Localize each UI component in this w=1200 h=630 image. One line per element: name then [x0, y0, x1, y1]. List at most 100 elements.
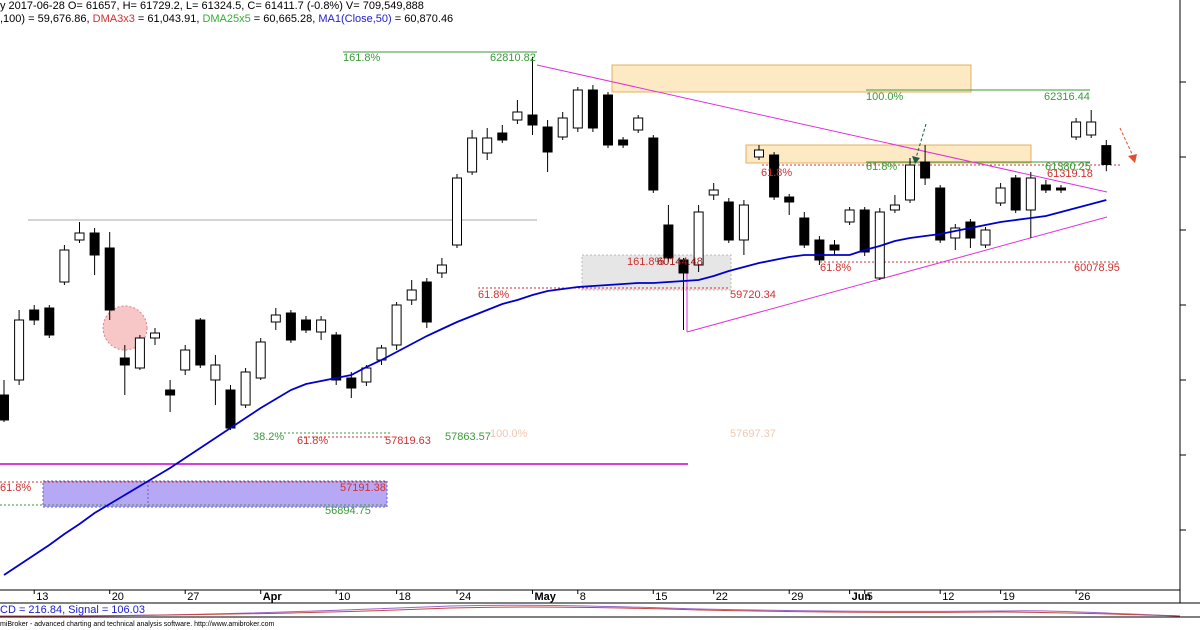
x-tick-label: 29: [791, 591, 803, 603]
annotation: 61380.25: [1045, 161, 1091, 173]
candle-body: [754, 149, 764, 158]
candle-body: [436, 264, 447, 274]
candle-body: [346, 377, 357, 389]
moving-average: [3, 199, 1107, 576]
candle-body: [708, 189, 719, 196]
candle-body: [980, 229, 991, 246]
candle-body: [452, 177, 462, 246]
arrow-head: [1128, 154, 1137, 163]
candle-body: [1101, 145, 1112, 165]
header-part: ,100) = 59,676.86,: [0, 13, 93, 25]
annotation: 62316.44: [1044, 91, 1090, 103]
annotation: 57191.38: [340, 482, 386, 494]
annotation: 61.8%: [820, 262, 851, 274]
x-tick-label: 5: [867, 591, 873, 603]
annotation: 161.8%: [627, 256, 665, 268]
zone: [745, 144, 1032, 164]
x-tick-label: 18: [399, 591, 411, 603]
annotation: 161.8%: [343, 52, 381, 64]
candle-body: [240, 371, 251, 406]
candle-body: [572, 89, 583, 129]
candle-body: [542, 126, 553, 153]
candle-body: [0, 394, 9, 421]
indicator-line: [0, 606, 1181, 617]
candle-body: [527, 114, 538, 126]
candle-body: [119, 357, 130, 366]
indicator-line: [0, 604, 1181, 617]
candle-body: [497, 132, 508, 141]
zone: [581, 254, 732, 291]
annotation: 38.2%: [253, 431, 284, 443]
arrow: [1119, 127, 1134, 157]
annotation: 57697.37: [730, 428, 776, 440]
candle-body: [633, 117, 644, 131]
candle-body: [829, 244, 840, 251]
header-line: ,100) = 59,676.86, DMA3x3 = 61,043.91, D…: [0, 13, 453, 25]
candle-body: [905, 164, 915, 201]
candle-body: [150, 332, 160, 339]
annotation: 61.8%: [761, 167, 792, 179]
candle-body: [165, 389, 176, 396]
candle-body: [603, 94, 613, 146]
annotation: 57819.63: [385, 435, 431, 447]
candle-body: [467, 137, 478, 173]
candle-body: [104, 247, 115, 311]
candle-body: [29, 309, 40, 321]
annotation: 60144.48: [657, 256, 703, 268]
candle-body: [965, 221, 976, 239]
header-part: MA1(Close,50): [318, 13, 391, 25]
header-line: y 2017-06-28 O= 61657, H= 61729.2, L= 61…: [0, 0, 424, 12]
header-part: DMA3x3: [93, 13, 135, 25]
x-tick-label: 24: [459, 591, 471, 603]
arrow: [915, 123, 927, 159]
candle-body: [1010, 177, 1021, 211]
trendline: [536, 64, 1108, 193]
x-tick-label: May: [535, 591, 557, 603]
x-tick-label: 27: [187, 591, 199, 603]
candle-body: [1056, 187, 1066, 191]
header-part: = 61,043.91,: [135, 13, 203, 25]
candle-body: [769, 154, 780, 198]
annotation: 62810.82: [490, 52, 536, 64]
candle-body: [1040, 184, 1051, 191]
candle-body: [557, 117, 568, 138]
candle-body: [270, 314, 281, 323]
x-tick-label: 12: [942, 591, 954, 603]
footer: miBroker - advanced charting and technic…: [0, 621, 274, 628]
candle-body: [935, 187, 946, 241]
candle-body: [814, 239, 825, 261]
annotation: 56894.75: [325, 505, 371, 517]
candle-body: [844, 209, 855, 223]
header-part: = 60,870.46: [392, 13, 453, 25]
candle-body: [920, 161, 931, 179]
candle-body: [723, 201, 734, 241]
candle-body: [587, 89, 598, 129]
arrow-head: [912, 156, 920, 164]
candle-body: [648, 137, 659, 191]
candle-body: [859, 209, 870, 253]
x-tick-label: 13: [36, 591, 48, 603]
candle-body: [1071, 121, 1082, 138]
candle-body: [74, 232, 85, 241]
annotation: 57863.57: [445, 431, 491, 443]
annotation: 60078.95: [1074, 262, 1120, 274]
candle-body: [995, 187, 1006, 204]
candle-body: [799, 217, 810, 246]
candle-body: [301, 319, 311, 331]
header-part: DMA25x5: [202, 13, 250, 25]
candle-body: [889, 204, 900, 211]
annotation: 61.8%: [478, 289, 509, 301]
candle-body: [255, 341, 266, 379]
x-tick-label: 15: [655, 591, 667, 603]
header-part: = 60,665.28,: [251, 13, 319, 25]
zone: [611, 64, 972, 93]
candle-body: [1086, 121, 1097, 136]
candle-body: [678, 259, 689, 274]
annotation: 100.0%: [866, 91, 904, 103]
candle-body: [482, 137, 493, 154]
x-tick-label: Apr: [263, 591, 283, 603]
x-tick-label: 10: [338, 591, 350, 603]
